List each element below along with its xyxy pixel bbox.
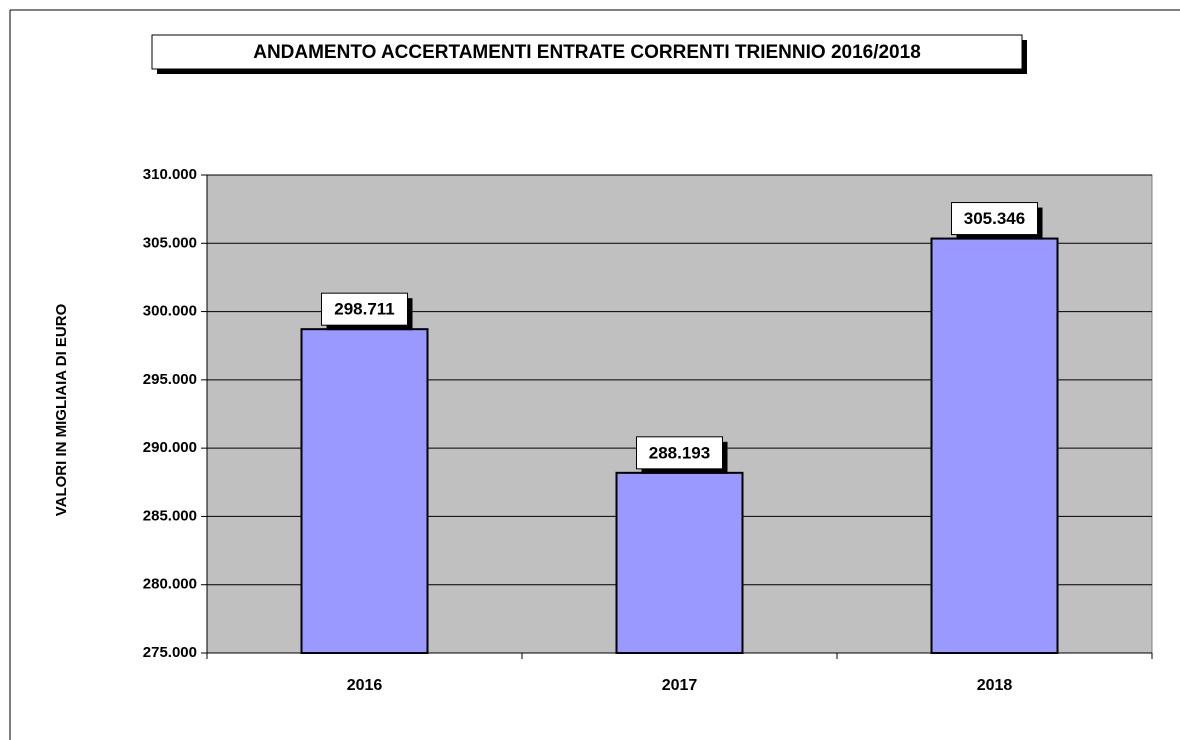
value-label-box (951, 202, 1038, 236)
y-tick-label: 285.000 (143, 507, 197, 524)
x-tick-label: 2017 (662, 677, 698, 694)
value-label-box (321, 292, 408, 326)
y-tick-label: 295.000 (143, 371, 197, 388)
value-label: 298.711 (334, 300, 395, 319)
chart-title: ANDAMENTO ACCERTAMENTI ENTRATE CORRENTI … (253, 42, 921, 63)
y-tick-label: 310.000 (143, 166, 197, 183)
y-axis-label: VALORI IN MIGLIAIA DI EURO (53, 303, 70, 516)
title-box (151, 34, 1023, 70)
y-tick-label: 305.000 (143, 234, 197, 251)
y-tick-label: 275.000 (143, 644, 197, 661)
bar (615, 471, 744, 654)
x-tick-label: 2018 (977, 677, 1013, 694)
bar (300, 328, 429, 654)
y-tick-label: 280.000 (143, 576, 197, 593)
y-tick-label: 300.000 (143, 303, 197, 320)
value-label: 288.193 (649, 443, 710, 462)
bar (930, 237, 1059, 655)
value-label: 305.346 (964, 209, 1025, 228)
y-tick-label: 290.000 (143, 439, 197, 456)
x-tick-label: 2016 (347, 677, 383, 694)
value-label-box (636, 436, 723, 470)
